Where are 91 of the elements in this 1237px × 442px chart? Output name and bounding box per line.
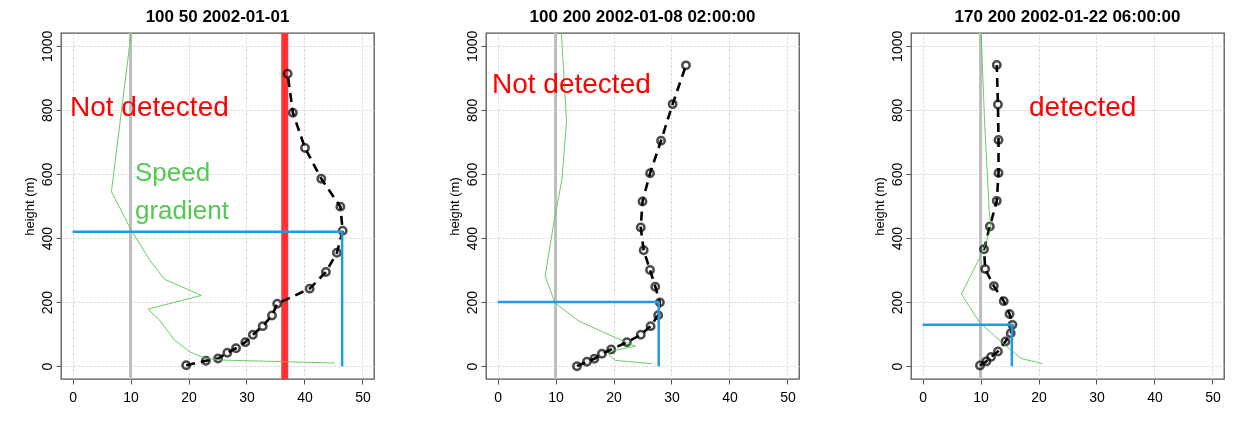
point	[272, 298, 283, 309]
y-tick-label: 1000	[888, 30, 905, 62]
point	[231, 343, 242, 354]
x-tick-label: 20	[1031, 388, 1048, 405]
point	[645, 321, 656, 332]
point	[572, 361, 582, 372]
y-tick-label: 0	[888, 362, 905, 371]
y-tick-label: 800	[38, 98, 55, 123]
chart-title: 100 200 2002-01-08 02:00:00	[529, 7, 756, 27]
x-tick-label: 0	[69, 388, 78, 405]
point	[993, 135, 1004, 145]
point	[240, 337, 251, 348]
point	[596, 348, 607, 359]
x-tick-label: 40	[1147, 388, 1163, 405]
x-tick-label: 50	[355, 388, 371, 405]
point	[335, 201, 346, 212]
x-tick-label: 40	[722, 388, 738, 405]
point	[581, 356, 592, 367]
y-axis-title: height (m)	[21, 177, 37, 236]
point	[650, 281, 661, 292]
y-tick-label: 600	[463, 162, 480, 187]
point	[681, 60, 691, 71]
point	[980, 264, 991, 275]
point	[222, 347, 233, 358]
point	[667, 99, 678, 110]
y-tick-label: 400	[888, 226, 905, 251]
point	[991, 60, 1002, 70]
x-tick-label: 20	[606, 388, 623, 405]
point	[331, 247, 342, 258]
y-tick-label: 600	[38, 162, 55, 187]
point	[635, 222, 646, 233]
chart-title: 100 50 2002-01-01	[145, 6, 290, 26]
x-tick-label: 20	[181, 388, 198, 405]
y-tick-label: 200	[38, 290, 55, 315]
y-tick-label: 200	[888, 290, 905, 315]
point	[635, 329, 646, 340]
x-tick-label: 0	[494, 388, 503, 405]
point	[304, 283, 315, 294]
point	[300, 143, 310, 153]
annotation: Not detected	[492, 68, 651, 99]
chart-title: 170 200 2002-01-22 06:00:00	[954, 7, 1181, 27]
y-tick-label: 1000	[38, 30, 55, 62]
point	[287, 107, 298, 118]
series-label: Speed gradient	[135, 157, 230, 225]
y-tick-label: 0	[463, 362, 480, 371]
y-axis-title: height (m)	[446, 177, 462, 236]
point	[656, 135, 667, 146]
point	[992, 99, 1003, 110]
point	[320, 267, 331, 277]
point	[993, 168, 1004, 178]
x-tick-label: 30	[664, 388, 680, 405]
x-tick-label: 30	[1089, 388, 1105, 405]
x-tick-label: 0	[919, 388, 928, 405]
y-tick-label: 800	[463, 98, 480, 123]
line-series	[544, 33, 653, 365]
x-tick-label: 40	[297, 388, 313, 405]
x-tick-label: 10	[123, 388, 140, 405]
point	[645, 265, 655, 276]
annotation: Not detected	[70, 91, 229, 122]
x-tick-label: 50	[780, 388, 796, 405]
point	[975, 360, 985, 371]
point	[589, 353, 600, 364]
y-tick-label: 800	[888, 98, 905, 123]
x-tick-label: 50	[1205, 388, 1221, 405]
x-tick-label: 30	[239, 388, 255, 405]
point	[645, 168, 655, 179]
annotation: detected	[1029, 91, 1137, 122]
y-tick-label: 400	[38, 226, 55, 251]
point	[282, 68, 293, 79]
point	[316, 173, 327, 184]
point	[181, 360, 192, 371]
point	[988, 281, 999, 292]
y-tick-label: 200	[463, 290, 480, 315]
point	[267, 310, 277, 321]
point	[981, 356, 992, 367]
point	[992, 346, 1003, 357]
point	[1004, 309, 1015, 319]
y-tick-label: 400	[463, 226, 480, 251]
y-tick-label: 1000	[463, 30, 480, 62]
point	[991, 195, 1002, 206]
y-tick-label: 600	[888, 162, 905, 187]
point	[986, 351, 996, 362]
x-tick-label: 10	[548, 388, 565, 405]
point	[257, 321, 268, 332]
point	[247, 329, 258, 340]
y-axis-title: height (m)	[871, 177, 887, 236]
point	[637, 196, 648, 207]
y-tick-label: 0	[38, 362, 55, 371]
point	[998, 296, 1009, 307]
point	[638, 245, 649, 256]
x-tick-label: 10	[973, 388, 990, 405]
